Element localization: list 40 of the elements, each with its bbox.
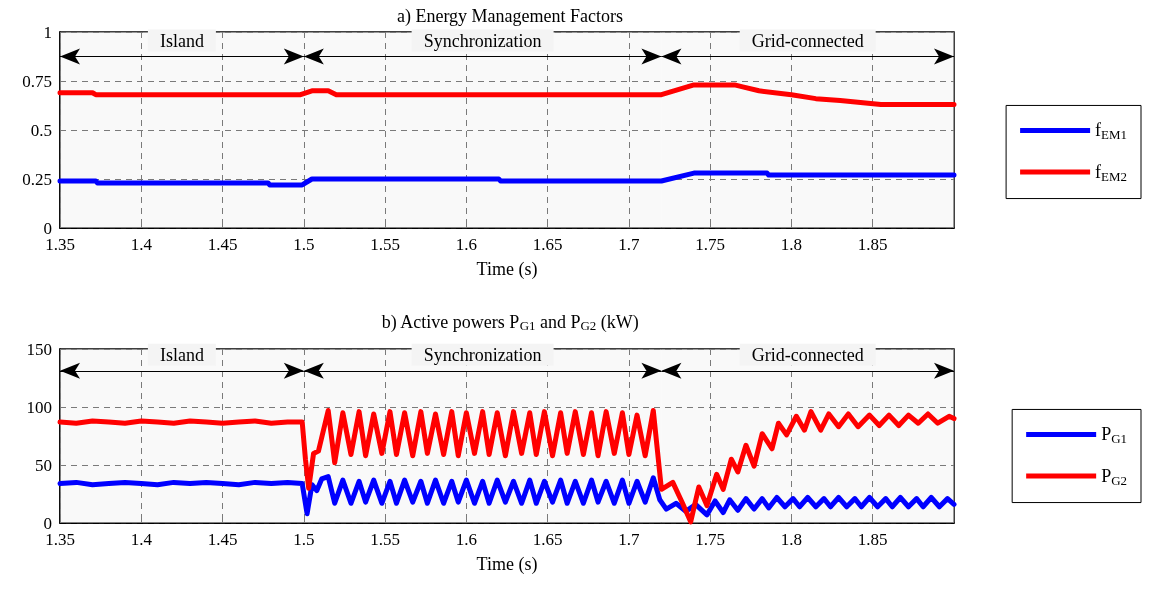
y-tick-label: 0.5 <box>30 120 52 140</box>
x-tick-label: 1.55 <box>370 235 400 254</box>
x-tick-label: 1.8 <box>780 530 803 549</box>
y-tick-label: 0 <box>43 218 52 238</box>
x-tick-label: 1.8 <box>780 235 803 254</box>
x-tick-label: 1.85 <box>857 235 888 254</box>
x-tick-label: 1.45 <box>207 235 238 254</box>
x-tick-label: 1.75 <box>695 235 726 254</box>
x-tick-label: 1.6 <box>455 530 477 549</box>
y-tick-label: 0.75 <box>22 71 52 91</box>
y-tick-label: 100 <box>26 397 52 417</box>
chart-title: a) Energy Management Factors <box>396 6 624 27</box>
x-tick-label: 1.85 <box>857 530 888 549</box>
y-tick-label: 150 <box>26 339 52 359</box>
x-tick-label: 1.65 <box>532 235 563 254</box>
y-tick-label: 50 <box>35 455 52 475</box>
x-tick-label: 1.7 <box>618 530 641 549</box>
x-axis-title: Time (s) <box>476 554 538 575</box>
x-tick-label: 1.5 <box>293 530 315 549</box>
y-tick-label: 0 <box>43 513 52 533</box>
band-label: Island <box>159 344 204 365</box>
x-tick-label: 1.35 <box>45 530 75 549</box>
x-tick-label: 1.65 <box>532 530 563 549</box>
x-tick-label: 1.5 <box>293 235 315 254</box>
x-tick-label: 1.7 <box>618 235 641 254</box>
x-tick-label: 1.55 <box>370 530 400 549</box>
band-label: Grid-connected <box>751 344 864 365</box>
x-tick-label: 1.45 <box>207 530 238 549</box>
x-axis-title: Time (s) <box>476 259 538 280</box>
band-label: Island <box>159 30 204 51</box>
x-tick-label: 1.4 <box>130 530 153 549</box>
band-label: Synchronization <box>423 344 542 365</box>
band-label: Synchronization <box>423 30 542 51</box>
x-tick-label: 1.6 <box>455 235 477 254</box>
y-tick-label: 1 <box>43 22 52 42</box>
band-label: Grid-connected <box>751 30 864 51</box>
x-tick-label: 1.4 <box>130 235 153 254</box>
x-tick-label: 1.75 <box>695 530 726 549</box>
y-tick-label: 0.25 <box>22 169 52 189</box>
x-tick-label: 1.35 <box>45 235 75 254</box>
